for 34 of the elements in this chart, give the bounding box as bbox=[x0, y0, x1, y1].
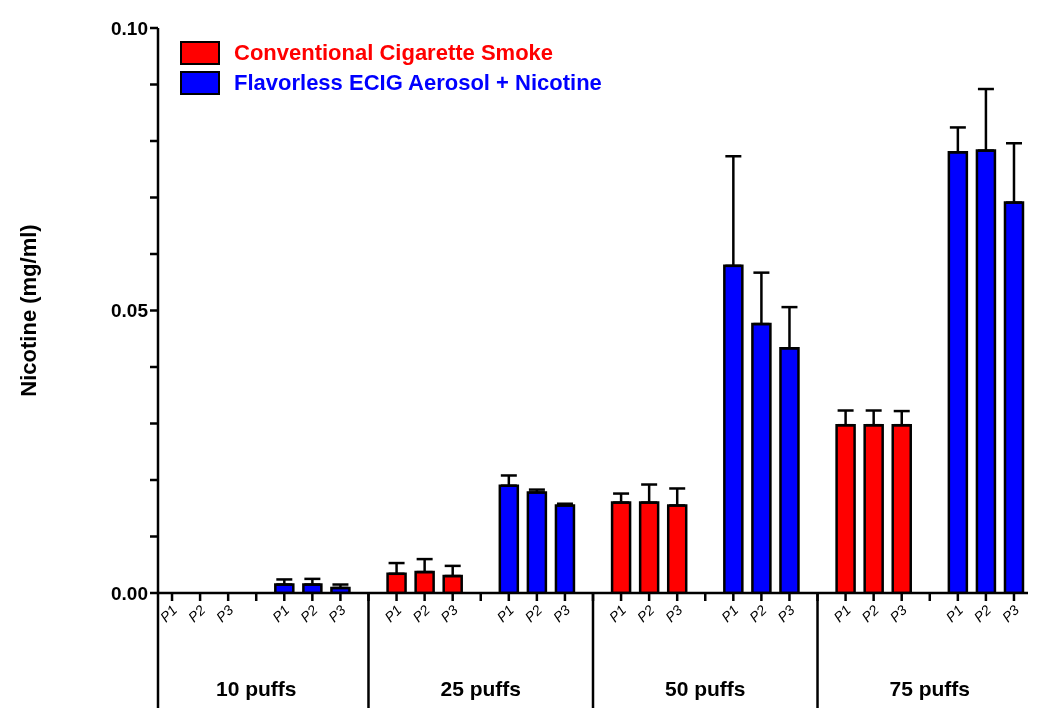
x-tick-label: P2 bbox=[746, 601, 770, 626]
x-tick-label: P2 bbox=[858, 601, 882, 626]
text: 75 puffs bbox=[889, 677, 971, 700]
x-tick-label: P2 bbox=[184, 601, 209, 626]
x-tick-label: P1 bbox=[381, 601, 405, 626]
x-tick-label: P2 bbox=[970, 601, 995, 626]
y-axis-title: Nicotine (mg/ml) bbox=[15, 224, 41, 397]
x-tick-label: P3 bbox=[212, 601, 237, 626]
y-tick-label: 0.05 bbox=[111, 300, 149, 322]
text: 25 puffs bbox=[440, 677, 521, 700]
x-tick-label: P3 bbox=[774, 601, 798, 626]
x-tick-label: P1 bbox=[942, 601, 967, 626]
x-tick-label: P3 bbox=[437, 601, 461, 626]
x-tick-label: P3 bbox=[325, 601, 349, 626]
x-tick-label: P2 bbox=[521, 601, 546, 626]
text: 50 puffs bbox=[665, 677, 746, 700]
legend-label: Flavorless ECIG Aerosol + Nicotine bbox=[234, 70, 602, 96]
x-tick-label: P3 bbox=[661, 601, 686, 626]
x-tick-label: P1 bbox=[605, 601, 630, 626]
x-tick-label: P3 bbox=[549, 601, 574, 626]
legend-label: Conventional Cigarette Smoke bbox=[234, 40, 554, 66]
y-tick-label: 0.00 bbox=[111, 582, 148, 604]
x-tick-label: P1 bbox=[830, 601, 854, 626]
x-tick-label: P2 bbox=[409, 601, 433, 626]
text: 10 puffs bbox=[215, 677, 297, 700]
x-tick-label: P2 bbox=[297, 601, 321, 626]
x-tick-label: P1 bbox=[156, 601, 181, 626]
x-tick-label: P3 bbox=[998, 601, 1023, 626]
x-tick-label: P2 bbox=[633, 601, 658, 626]
y-tick-label: 0.10 bbox=[111, 17, 148, 39]
x-tick-label: P1 bbox=[269, 601, 293, 626]
x-tick-label: P3 bbox=[886, 601, 911, 626]
x-tick-label: P1 bbox=[493, 601, 517, 626]
x-tick-label: P1 bbox=[718, 601, 742, 626]
